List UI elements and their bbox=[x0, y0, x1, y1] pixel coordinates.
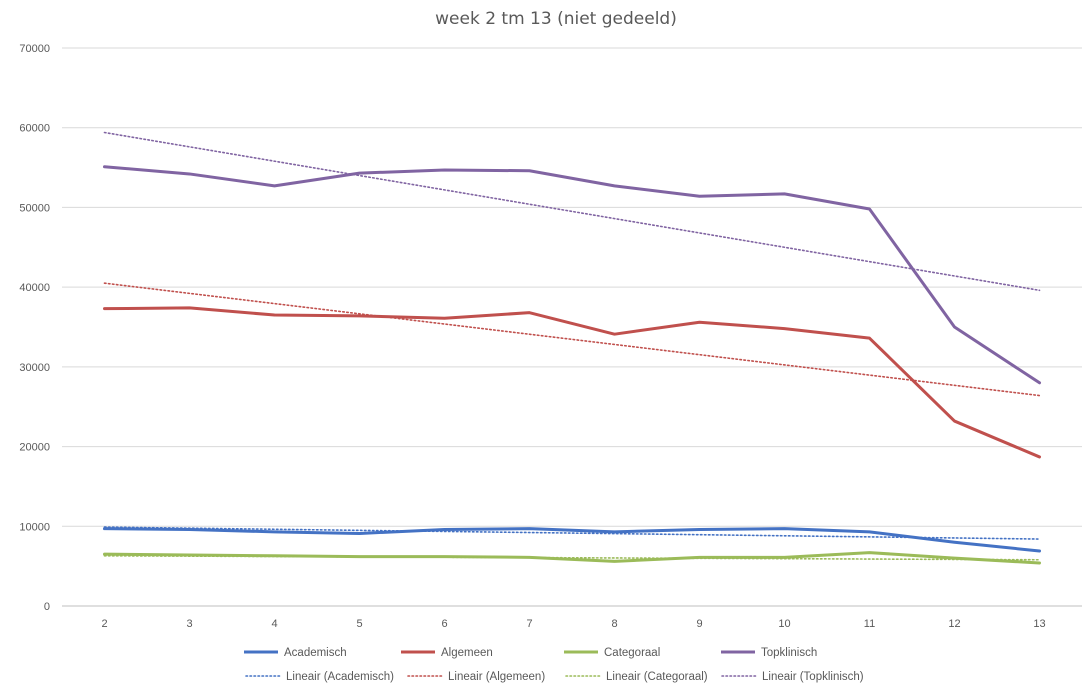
trendline-lineair-topklinisch bbox=[103, 131, 1041, 292]
gridlines bbox=[62, 47, 1082, 607]
x-tick-label: 2 bbox=[101, 618, 107, 630]
series-line-topklinisch bbox=[103, 165, 1041, 385]
legend: Academisch Algemeen Categoraal Topklinisch L… bbox=[244, 647, 864, 683]
legend-label: Algemeen bbox=[441, 647, 493, 659]
legend-label: Lineair (Algemeen) bbox=[448, 671, 545, 683]
x-tick-label: 12 bbox=[948, 618, 960, 630]
y-tick-label: 40000 bbox=[19, 282, 50, 294]
x-tick-label: 3 bbox=[186, 618, 192, 630]
x-tick-label: 6 bbox=[441, 618, 447, 630]
y-tick-label: 60000 bbox=[19, 123, 50, 135]
series-line-categoraal bbox=[103, 551, 1041, 565]
y-tick-label: 10000 bbox=[19, 521, 50, 533]
trendline-lineair-algemeen bbox=[103, 282, 1041, 397]
legend-label: Lineair (Topklinisch) bbox=[762, 671, 864, 683]
legend-label: Lineair (Academisch) bbox=[286, 671, 394, 683]
chart-title: week 2 tm 13 (niet gedeeld) bbox=[435, 9, 677, 29]
y-tick-label: 30000 bbox=[19, 362, 50, 374]
series-line-algemeen bbox=[103, 306, 1041, 459]
trendlines bbox=[103, 131, 1041, 561]
y-tick-label: 70000 bbox=[19, 43, 50, 55]
legend-label: Academisch bbox=[284, 647, 347, 659]
legend-label: Lineair (Categoraal) bbox=[606, 671, 708, 683]
series-line-academisch bbox=[103, 527, 1041, 553]
x-tick-label: 11 bbox=[864, 618, 875, 630]
series-lines bbox=[103, 165, 1041, 565]
legend-label: Topklinisch bbox=[761, 647, 817, 659]
x-axis-ticks: 2 3 4 5 6 7 8 9 10 11 12 13 bbox=[101, 618, 1045, 630]
x-tick-label: 9 bbox=[696, 618, 702, 630]
x-tick-label: 13 bbox=[1033, 618, 1045, 630]
legend-label: Categoraal bbox=[604, 647, 660, 659]
y-tick-label: 0 bbox=[44, 601, 50, 613]
x-tick-label: 5 bbox=[356, 618, 362, 630]
y-axis-ticks: 0 10000 20000 30000 40000 50000 60000 70000 bbox=[19, 43, 50, 613]
x-tick-label: 10 bbox=[778, 618, 790, 630]
x-tick-label: 4 bbox=[271, 618, 277, 630]
x-tick-label: 7 bbox=[526, 618, 532, 630]
x-tick-label: 8 bbox=[611, 618, 617, 630]
y-tick-label: 50000 bbox=[19, 202, 50, 214]
trendline-lineair-academisch bbox=[103, 526, 1041, 540]
y-tick-label: 20000 bbox=[19, 442, 50, 454]
